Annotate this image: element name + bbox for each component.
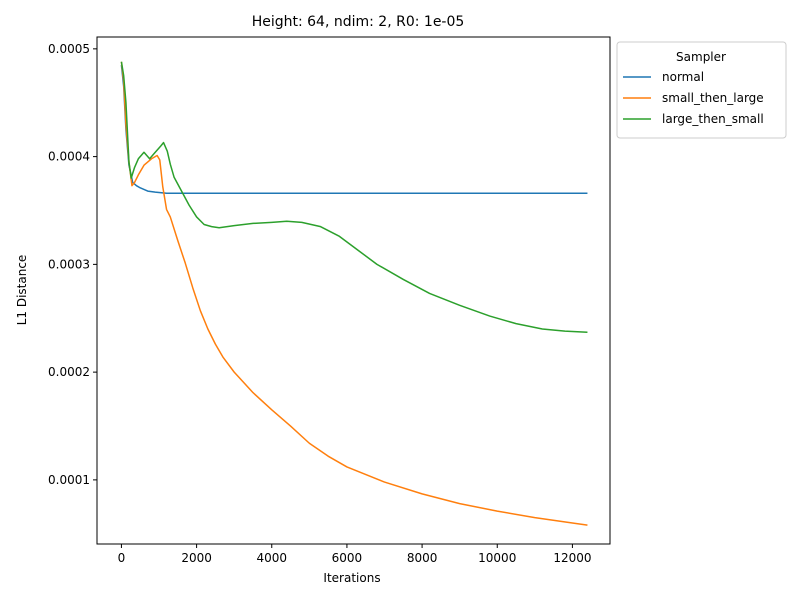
series-line-normal xyxy=(120,64,588,194)
legend-box xyxy=(616,41,787,139)
y-tick-label: 0.0004 xyxy=(48,150,90,164)
x-tick-label: 12000 xyxy=(553,551,591,565)
x-tick-label: 8000 xyxy=(407,551,438,565)
plot-series xyxy=(120,61,588,526)
x-tick-label: 2000 xyxy=(181,551,212,565)
legend-title: Sampler xyxy=(676,50,726,64)
legend-entry-label: normal xyxy=(662,70,704,84)
x-axis: 0 2000 4000 6000 8000 10000 12000 xyxy=(118,544,592,565)
series-line-large-then-small xyxy=(120,61,588,334)
x-tick-label: 10000 xyxy=(478,551,516,565)
series-line-small-then-large xyxy=(120,61,588,526)
legend-entry-label: large_then_small xyxy=(662,112,764,126)
y-tick-label: 0.0003 xyxy=(48,257,90,271)
x-tick-label: 0 xyxy=(118,551,126,565)
legend: Sampler normal small_then_large large_then… xyxy=(616,41,787,139)
y-tick-label: 0.0005 xyxy=(48,42,90,56)
y-axis-label: L1 Distance xyxy=(15,255,29,326)
x-axis-label: Iterations xyxy=(323,571,380,585)
legend-entry-label: small_then_large xyxy=(662,91,764,105)
y-tick-label: 0.0001 xyxy=(48,473,90,487)
plot-frame xyxy=(96,36,611,545)
chart-title: Height: 64, ndim: 2, R0: 1e-05 xyxy=(252,14,465,30)
x-tick-label: 4000 xyxy=(256,551,287,565)
y-tick-label: 0.0002 xyxy=(48,365,90,379)
x-tick-label: 6000 xyxy=(332,551,363,565)
y-axis: 0.0001 0.0002 0.0003 0.0004 0.0005 xyxy=(48,42,97,487)
